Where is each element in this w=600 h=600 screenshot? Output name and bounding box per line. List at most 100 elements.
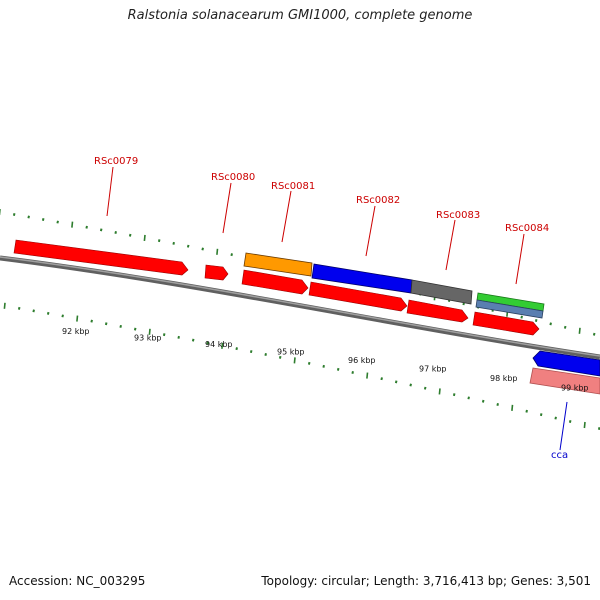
inner-ruler-tick bbox=[17, 306, 21, 310]
scale-label-92kbp: 92 kbp bbox=[62, 327, 90, 336]
gene-label-rsc0082[interactable]: RSc0082 bbox=[356, 195, 400, 206]
gene-arrow-rsc0084[interactable] bbox=[472, 311, 540, 336]
scale-label-97kbp: 97 kbp bbox=[419, 365, 447, 374]
outer-ruler-tick bbox=[128, 233, 132, 237]
outer-ruler-tick bbox=[216, 248, 219, 255]
inner-ruler-tick bbox=[61, 314, 64, 318]
inner-ruler-tick bbox=[336, 367, 340, 371]
inner-ruler-tick bbox=[481, 399, 485, 403]
scale-label-94kbp: 94 kbp bbox=[205, 340, 233, 349]
inner-ruler-tick bbox=[307, 361, 311, 365]
inner-ruler-tick bbox=[206, 341, 209, 345]
outer-ruler-tick bbox=[12, 212, 16, 216]
inner-ruler-tick bbox=[264, 352, 267, 356]
gene-arrow-rsc0079[interactable] bbox=[13, 239, 189, 276]
inner-ruler-tick bbox=[249, 350, 253, 354]
leader-line-rsc0082 bbox=[365, 205, 376, 257]
inner-ruler-tick bbox=[133, 327, 137, 331]
reverse-feature-cca[interactable] bbox=[529, 367, 600, 395]
leader-line-rsc0084 bbox=[515, 233, 525, 285]
inner-ruler-tick bbox=[496, 403, 499, 407]
inner-ruler-tick bbox=[409, 383, 412, 387]
feature-bar-orange[interactable] bbox=[243, 252, 313, 277]
outer-ruler-tick bbox=[114, 231, 117, 235]
inner-ruler-tick bbox=[351, 371, 354, 374]
inner-ruler-tick bbox=[76, 315, 79, 322]
outer-ruler-tick bbox=[549, 322, 552, 326]
inner-ruler-tick bbox=[467, 396, 470, 400]
inner-ruler-tick bbox=[3, 302, 6, 309]
gene-label-rsc0081[interactable]: RSc0081 bbox=[271, 181, 315, 192]
leader-line-cca bbox=[559, 401, 568, 451]
inner-ruler-tick bbox=[177, 335, 180, 339]
outer-ruler-tick bbox=[157, 239, 161, 243]
outer-ruler-tick bbox=[578, 327, 581, 334]
inner-ruler-tick bbox=[597, 426, 600, 430]
outer-ruler-tick bbox=[172, 241, 175, 245]
rna-label-cca[interactable]: cca bbox=[551, 450, 568, 461]
inner-ruler-tick bbox=[32, 309, 35, 313]
scale-label-93kbp: 93 kbp bbox=[134, 333, 162, 342]
scale-label-96kbp: 96 kbp bbox=[348, 356, 376, 365]
genome-title: Ralstonia solanacearum GMI1000, complete… bbox=[127, 8, 473, 23]
inner-ruler-tick bbox=[119, 324, 122, 328]
inner-ruler-tick bbox=[423, 386, 427, 390]
genome-summary: Topology: circular; Length: 3,716,413 bp… bbox=[261, 574, 591, 588]
outer-ruler-tick bbox=[563, 325, 567, 329]
outer-ruler-tick bbox=[592, 332, 596, 336]
inner-ruler-tick bbox=[525, 409, 528, 413]
outer-ruler-tick bbox=[201, 247, 204, 251]
outer-ruler-tick bbox=[71, 221, 74, 228]
inner-ruler-tick bbox=[293, 357, 296, 364]
gene-arrow-rsc0082[interactable] bbox=[308, 281, 408, 312]
outer-ruler-tick bbox=[534, 318, 538, 322]
inner-ruler-tick bbox=[221, 342, 224, 349]
inner-ruler-tick bbox=[104, 322, 108, 326]
inner-ruler-tick bbox=[511, 404, 514, 411]
inner-ruler-tick bbox=[90, 319, 93, 323]
leader-line-rsc0080 bbox=[222, 182, 232, 234]
accession-label: Accession: NC_003295 bbox=[9, 574, 146, 588]
gene-arrow-rsc0083[interactable] bbox=[406, 299, 469, 323]
outer-ruler-tick bbox=[85, 225, 88, 229]
feature-bar-gray[interactable] bbox=[410, 279, 473, 305]
inner-ruler-tick bbox=[148, 328, 151, 335]
inner-ruler-ticks bbox=[3, 302, 600, 430]
reverse-feature-blue[interactable] bbox=[532, 350, 600, 377]
scale-label-95kbp: 95 kbp bbox=[277, 348, 305, 357]
leader-line-rsc0081 bbox=[281, 190, 292, 243]
leader-line-rsc0083 bbox=[445, 219, 456, 271]
gene-label-rsc0080[interactable]: RSc0080 bbox=[211, 172, 255, 183]
outer-ruler-tick bbox=[99, 228, 103, 232]
genome-backbone bbox=[0, 255, 600, 360]
outer-ruler-tick bbox=[41, 218, 45, 221]
scale-label-99kbp: 99 kbp bbox=[561, 384, 589, 393]
scale-labels: 92 kbp 93 kbp 94 kbp 95 kbp 96 kbp 97 kbp 98 k… bbox=[62, 327, 589, 393]
outer-ruler-tick bbox=[230, 253, 233, 257]
inner-ruler-tick bbox=[568, 420, 572, 423]
inner-ruler-tick bbox=[394, 380, 398, 384]
inner-ruler-tick bbox=[366, 372, 369, 379]
inner-ruler-tick bbox=[162, 333, 166, 337]
leader-line-rsc0079 bbox=[106, 166, 114, 217]
feature-bar-steel[interactable] bbox=[475, 299, 544, 319]
genome-backbone-highlight bbox=[0, 256, 600, 357]
gene-arrow-rsc0080[interactable] bbox=[204, 264, 229, 281]
inner-ruler-tick bbox=[278, 355, 282, 359]
inner-ruler-tick bbox=[380, 377, 383, 381]
inner-ruler-tick bbox=[191, 338, 195, 342]
inner-ruler-tick bbox=[539, 413, 543, 417]
inner-ruler-tick bbox=[438, 388, 441, 395]
inner-ruler-tick bbox=[235, 347, 238, 351]
gene-label-rsc0084[interactable]: RSc0084 bbox=[505, 223, 549, 234]
inner-ruler-tick bbox=[46, 311, 50, 315]
inner-ruler-tick bbox=[322, 364, 325, 368]
gene-arrow-rsc0081[interactable] bbox=[241, 269, 309, 295]
gene-label-rsc0083[interactable]: RSc0083 bbox=[436, 210, 480, 221]
gene-label-rsc0079[interactable]: RSc0079 bbox=[94, 156, 138, 167]
outer-ruler-tick bbox=[143, 234, 146, 241]
inner-ruler-tick bbox=[583, 421, 586, 429]
outer-ruler-tick bbox=[27, 215, 30, 219]
